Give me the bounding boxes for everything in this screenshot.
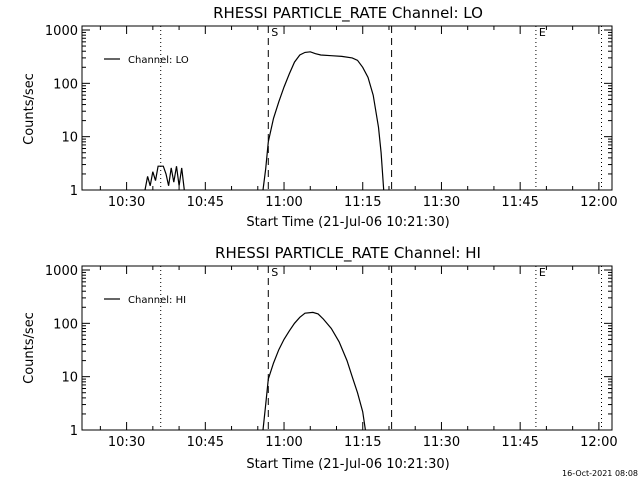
- x-tick-label: 11:15: [344, 195, 381, 210]
- x-tick-label: 10:45: [187, 195, 224, 210]
- y-tick-label: 10: [61, 371, 78, 386]
- y-tick-label: 1: [70, 424, 78, 439]
- y-tick-label: 1000: [45, 264, 78, 279]
- y-tick-label: 1000: [45, 24, 78, 39]
- legend-label: Channel: HI: [128, 295, 186, 306]
- plot-frame: [81, 265, 613, 431]
- footer-timestamp: 16-Oct-2021 08:08: [562, 469, 638, 478]
- x-tick-label: 11:00: [265, 435, 302, 450]
- series-line: [144, 165, 185, 191]
- legend-label: Channel: LO: [128, 55, 189, 66]
- chart-title: RHESSI PARTICLE_RATE Channel: HI: [215, 244, 481, 263]
- x-tick-label: 12:00: [580, 195, 617, 210]
- x-tick-label: 11:45: [501, 435, 538, 450]
- x-axis-label: Start Time (21-Jul-06 10:21:30): [246, 457, 449, 472]
- x-tick-label: 11:30: [423, 435, 460, 450]
- x-tick-label: 12:00: [580, 435, 617, 450]
- x-tick-label: 11:00: [265, 195, 302, 210]
- x-axis-label: Start Time (21-Jul-06 10:21:30): [246, 215, 449, 230]
- series-line: [262, 51, 385, 191]
- x-tick-label: 11:45: [501, 195, 538, 210]
- x-tick-label: 11:15: [344, 435, 381, 450]
- marker-label: S: [271, 26, 278, 39]
- panel-hi: RHESSI PARTICLE_RATE Channel: HI Start T…: [22, 244, 618, 472]
- series-line: [262, 311, 366, 431]
- y-tick-label: 100: [53, 77, 78, 92]
- panel-lo: RHESSI PARTICLE_RATE Channel: LO Start T…: [22, 4, 618, 230]
- x-tick-label: 10:30: [108, 195, 145, 210]
- marker-label: E: [539, 266, 546, 279]
- y-tick-label: 10: [61, 131, 78, 146]
- x-tick-label: 10:45: [187, 435, 224, 450]
- y-axis-label: Counts/sec: [22, 312, 37, 384]
- y-tick-label: 100: [53, 317, 78, 332]
- marker-label: S: [271, 266, 278, 279]
- plot-frame: [81, 25, 613, 191]
- y-tick-label: 1: [70, 184, 78, 199]
- x-tick-label: 10:30: [108, 435, 145, 450]
- y-axis-label: Counts/sec: [22, 73, 37, 145]
- chart-title: RHESSI PARTICLE_RATE Channel: LO: [213, 4, 483, 23]
- x-tick-label: 11:30: [423, 195, 460, 210]
- marker-label: E: [539, 26, 546, 39]
